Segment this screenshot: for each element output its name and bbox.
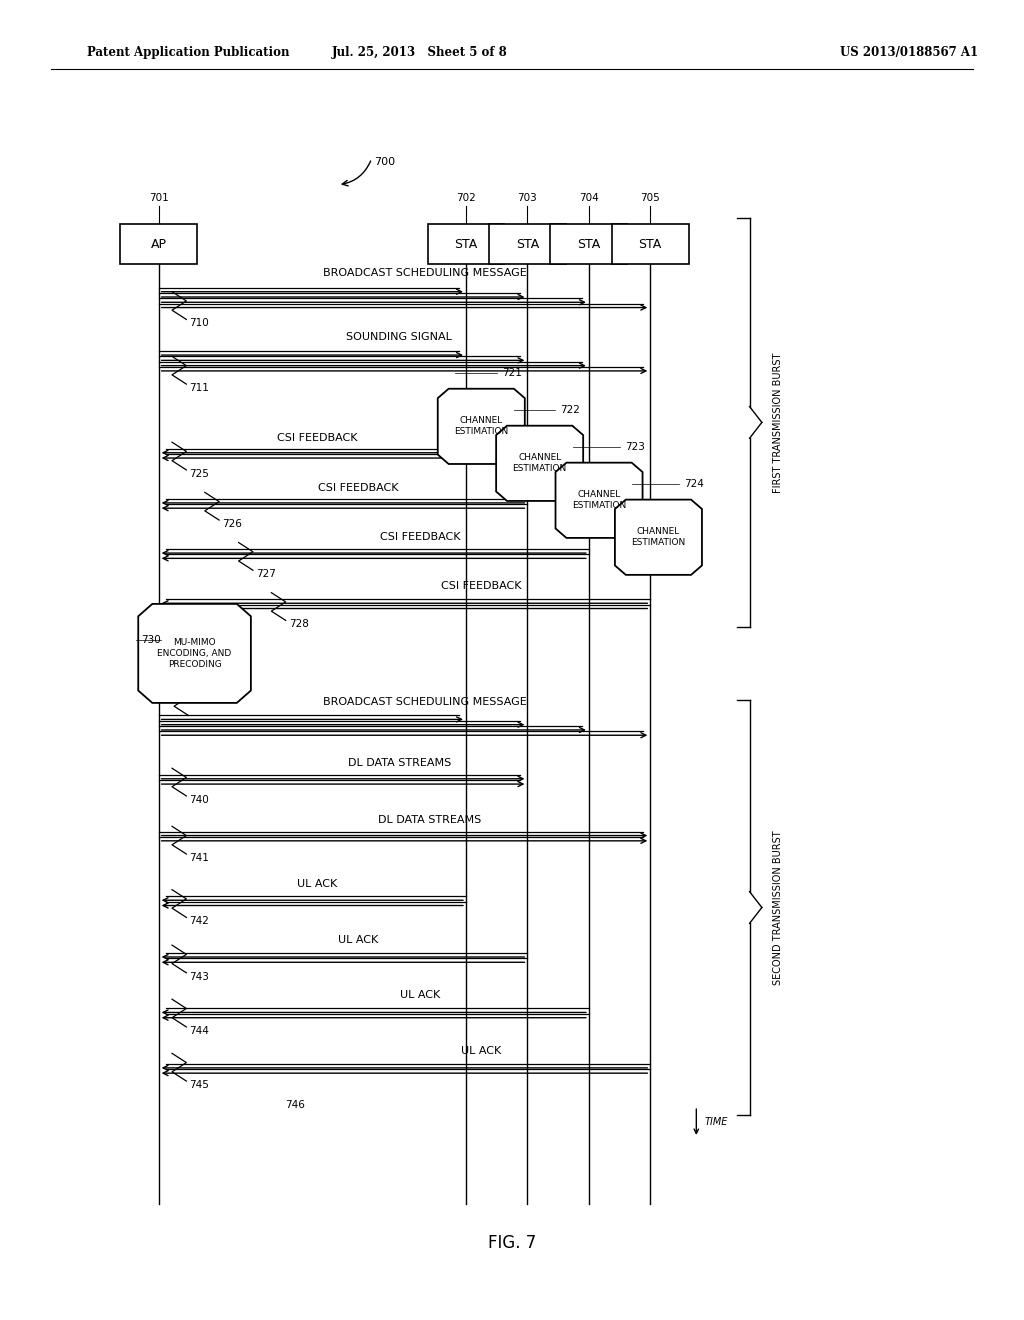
Text: MU-MIMO
ENCODING, AND
PRECODING: MU-MIMO ENCODING, AND PRECODING	[158, 638, 231, 669]
Text: 742: 742	[189, 916, 209, 927]
Text: UL ACK: UL ACK	[338, 935, 379, 945]
Text: UL ACK: UL ACK	[399, 990, 440, 1001]
Text: TIME: TIME	[705, 1117, 728, 1127]
Text: Patent Application Publication: Patent Application Publication	[87, 46, 290, 59]
Text: Jul. 25, 2013   Sheet 5 of 8: Jul. 25, 2013 Sheet 5 of 8	[332, 46, 508, 59]
Text: AP: AP	[151, 238, 167, 251]
Text: 726: 726	[222, 519, 242, 529]
Text: CHANNEL
ESTIMATION: CHANNEL ESTIMATION	[632, 527, 685, 548]
FancyBboxPatch shape	[428, 224, 505, 264]
Text: 721: 721	[502, 368, 521, 378]
Text: CSI FEEDBACK: CSI FEEDBACK	[278, 433, 357, 444]
Text: 730: 730	[141, 635, 161, 645]
Polygon shape	[614, 500, 702, 576]
Text: FIG. 7: FIG. 7	[487, 1234, 537, 1253]
Text: CHANNEL
ESTIMATION: CHANNEL ESTIMATION	[572, 490, 626, 511]
Text: 710: 710	[189, 318, 209, 329]
Polygon shape	[555, 463, 643, 539]
Text: BROADCAST SCHEDULING MESSAGE: BROADCAST SCHEDULING MESSAGE	[324, 697, 526, 708]
Text: 724: 724	[684, 479, 703, 488]
Text: STA: STA	[455, 238, 477, 251]
Polygon shape	[438, 388, 524, 463]
FancyBboxPatch shape	[551, 224, 627, 264]
Text: BROADCAST SCHEDULING MESSAGE: BROADCAST SCHEDULING MESSAGE	[324, 268, 526, 279]
Text: DL DATA STREAMS: DL DATA STREAMS	[379, 814, 481, 825]
FancyBboxPatch shape	[121, 224, 197, 264]
Text: 702: 702	[456, 193, 476, 203]
Text: STA: STA	[639, 238, 662, 251]
Text: 745: 745	[189, 1080, 209, 1090]
Polygon shape	[138, 605, 251, 702]
Text: US 2013/0188567 A1: US 2013/0188567 A1	[840, 46, 978, 59]
Text: FIRST TRANSMISSION BURST: FIRST TRANSMISSION BURST	[773, 352, 783, 492]
Text: DL DATA STREAMS: DL DATA STREAMS	[348, 758, 451, 768]
FancyBboxPatch shape	[612, 224, 688, 264]
Text: 705: 705	[640, 193, 660, 203]
Text: 700: 700	[374, 157, 395, 168]
Polygon shape	[497, 425, 584, 500]
Text: UL ACK: UL ACK	[461, 1045, 502, 1056]
Text: CSI FEEDBACK: CSI FEEDBACK	[380, 532, 460, 543]
Text: 727: 727	[256, 569, 275, 579]
Text: SECOND TRANSMISSION BURST: SECOND TRANSMISSION BURST	[773, 830, 783, 985]
Text: CSI FEEDBACK: CSI FEEDBACK	[441, 581, 521, 591]
Text: 725: 725	[189, 469, 209, 479]
Text: 704: 704	[579, 193, 599, 203]
Text: STA: STA	[578, 238, 600, 251]
Text: 740: 740	[189, 795, 209, 805]
Text: 722: 722	[560, 405, 580, 414]
Text: 711: 711	[189, 383, 209, 393]
Text: 701: 701	[148, 193, 169, 203]
Text: UL ACK: UL ACK	[297, 879, 338, 890]
FancyBboxPatch shape	[489, 224, 565, 264]
Text: CSI FEEDBACK: CSI FEEDBACK	[318, 483, 398, 494]
Text: SOUNDING SIGNAL: SOUNDING SIGNAL	[346, 331, 453, 342]
Text: 743: 743	[189, 972, 209, 982]
Text: CHANNEL
ESTIMATION: CHANNEL ESTIMATION	[513, 453, 566, 474]
Text: 744: 744	[189, 1026, 209, 1036]
Text: 746: 746	[285, 1100, 304, 1110]
Text: CHANNEL
ESTIMATION: CHANNEL ESTIMATION	[455, 416, 508, 437]
Text: STA: STA	[516, 238, 539, 251]
Text: 741: 741	[189, 853, 209, 863]
Text: 703: 703	[517, 193, 538, 203]
Text: 723: 723	[625, 442, 644, 451]
Text: 728: 728	[289, 619, 308, 630]
